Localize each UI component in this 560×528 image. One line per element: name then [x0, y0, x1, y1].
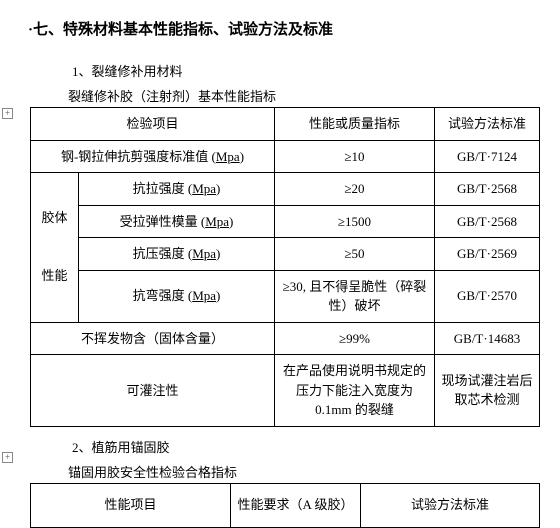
table1: 检验项目 性能或质量指标 试验方法标准 钢-钢拉伸抗剪强度标准值 (Mpa) ≥…	[30, 107, 540, 427]
header-c3: 试验方法标准	[435, 108, 540, 141]
table-row: 钢-钢拉伸抗剪强度标准值 (Mpa) ≥10 GB/T·7124	[31, 140, 540, 173]
cell: 抗拉强度 (Mpa)	[79, 173, 275, 206]
cell: 受拉弹性模量 (Mpa)	[79, 205, 275, 238]
table-row: 抗弯强度 (Mpa) ≥30, 且不得呈脆性（碎裂性）破坏 GB/T·2570	[31, 270, 540, 322]
cell: ≥10	[275, 140, 435, 173]
section1-sub: 1、裂缝修补用材料	[72, 61, 548, 80]
table-header-row: 性能项目 性能要求（A 级胶） 试验方法标准	[31, 483, 540, 527]
table-row: 抗压强度 (Mpa) ≥50 GB/T·2569	[31, 238, 540, 271]
cell: 不挥发物含（固体含量）	[31, 322, 275, 355]
cell: 可灌注性	[31, 355, 275, 427]
table2: 性能项目 性能要求（A 级胶） 试验方法标准	[30, 483, 540, 528]
header-c3: 试验方法标准	[361, 483, 540, 527]
header-c1: 检验项目	[31, 108, 275, 141]
cell: GB/T·2570	[435, 270, 540, 322]
cell: 现场试灌注岩后取芯术检测	[435, 355, 540, 427]
cell: ≥30, 且不得呈脆性（碎裂性）破坏	[275, 270, 435, 322]
cell: 抗弯强度 (Mpa)	[79, 270, 275, 322]
cell: 在产品使用说明书规定的压力下能注入宽度为 0.1mm 的裂缝	[275, 355, 435, 427]
cell: GB/T·2568	[435, 173, 540, 206]
cell: GB/T·2568	[435, 205, 540, 238]
cell: 钢-钢拉伸抗剪强度标准值 (Mpa)	[31, 140, 275, 173]
table-header-row: 检验项目 性能或质量指标 试验方法标准	[31, 108, 540, 141]
section2-caption: 锚固用胶安全性检验合格指标	[68, 462, 548, 481]
table-row: 胶体性能 抗拉强度 (Mpa) ≥20 GB/T·2568	[31, 173, 540, 206]
section2-sub: 2、植筋用锚固胶	[72, 437, 548, 456]
cell: GB/T·2569	[435, 238, 540, 271]
cell: 抗压强度 (Mpa)	[79, 238, 275, 271]
cell: ≥20	[275, 173, 435, 206]
header-c2: 性能要求（A 级胶）	[231, 483, 361, 527]
table-row: 受拉弹性模量 (Mpa) ≥1500 GB/T·2568	[31, 205, 540, 238]
table-row: 不挥发物含（固体含量） ≥99% GB/T·14683	[31, 322, 540, 355]
expand-icon[interactable]: +	[2, 452, 13, 463]
cell: ≥99%	[275, 322, 435, 355]
table-row: 可灌注性 在产品使用说明书规定的压力下能注入宽度为 0.1mm 的裂缝 现场试灌…	[31, 355, 540, 427]
cell: ≥1500	[275, 205, 435, 238]
header-c1: 性能项目	[31, 483, 231, 527]
expand-icon[interactable]: +	[2, 108, 13, 119]
cell: GB/T·14683	[435, 322, 540, 355]
header-c2: 性能或质量指标	[275, 108, 435, 141]
cell: GB/T·7124	[435, 140, 540, 173]
section1-caption: 裂缝修补胶（注射剂）基本性能指标	[68, 86, 548, 105]
cell: ≥50	[275, 238, 435, 271]
group-label: 胶体性能	[31, 173, 79, 323]
main-title: ·七、特殊材料基本性能指标、试验方法及标准	[28, 18, 548, 39]
